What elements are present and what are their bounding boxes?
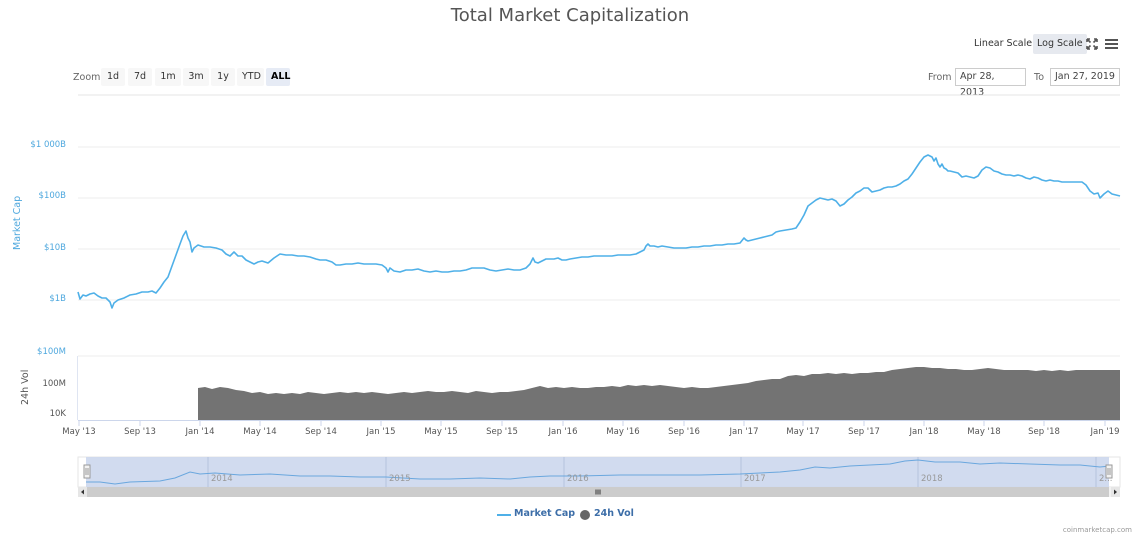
x-tick: May '13 bbox=[62, 427, 96, 437]
y-tick-1b: $1B bbox=[49, 294, 66, 304]
x-tick: Jan '14 bbox=[185, 427, 215, 437]
navigator-left-handle bbox=[83, 464, 91, 479]
linear-scale-button[interactable]: Linear Scale bbox=[974, 38, 1033, 49]
chart-title: Total Market Capitalization bbox=[450, 5, 690, 26]
legend-item-market-cap[interactable]: Market Cap bbox=[514, 508, 575, 519]
x-tick: Sep '16 bbox=[668, 427, 700, 437]
x-tick: May '14 bbox=[243, 427, 277, 437]
legend-label: 24h Vol bbox=[594, 508, 634, 519]
x-tick: Jan '17 bbox=[729, 427, 759, 437]
y-tick-100b: $100B bbox=[38, 191, 66, 201]
navigator-label: 2014 bbox=[211, 474, 233, 484]
x-tick: Jan '19 bbox=[1090, 427, 1120, 437]
from-label: From bbox=[928, 72, 952, 83]
x-tick: May '17 bbox=[786, 427, 820, 437]
x-tick: Sep '15 bbox=[486, 427, 518, 437]
zoom-1y-button[interactable]: 1y bbox=[211, 68, 235, 86]
navigator-label: 2015 bbox=[389, 474, 411, 484]
x-tick: Jan '15 bbox=[366, 427, 396, 437]
zoom-1d-button[interactable]: 1d bbox=[101, 68, 125, 86]
navigator-right-handle bbox=[1105, 464, 1113, 479]
volume-area bbox=[198, 367, 1120, 420]
zoom-all-button[interactable]: ALL bbox=[266, 68, 290, 86]
x-tick: May '15 bbox=[424, 427, 458, 437]
legend-label: Market Cap bbox=[514, 508, 576, 519]
zoom-label: Zoom bbox=[73, 72, 101, 83]
navigator-label: 2... bbox=[1099, 474, 1113, 484]
market-cap-line bbox=[77, 154, 1121, 309]
x-tick: Jan '16 bbox=[548, 427, 578, 437]
navigator-label: 2017 bbox=[744, 474, 766, 484]
navigator-label: 2016 bbox=[567, 474, 589, 484]
x-tick: Sep '17 bbox=[848, 427, 880, 437]
vol-tick-10k: 10K bbox=[49, 409, 66, 419]
legend-item-24h-vol[interactable]: 24h Vol bbox=[594, 508, 634, 519]
log-scale-button[interactable]: Log Scale bbox=[1033, 34, 1087, 54]
gridlines bbox=[78, 146, 1120, 357]
navigator-label: 2018 bbox=[921, 474, 943, 484]
vol-tick-100m: 100M bbox=[42, 379, 66, 389]
y-tick-10b: $10B bbox=[43, 243, 66, 253]
x-tick: May '18 bbox=[967, 427, 1001, 437]
fullscreen-icon[interactable] bbox=[1085, 37, 1099, 51]
vol-tick-100m-usd: $100M bbox=[37, 347, 66, 357]
zoom-ytd-button[interactable]: YTD bbox=[237, 68, 264, 86]
navigator bbox=[77, 456, 1121, 488]
x-tick: Sep '13 bbox=[124, 427, 156, 437]
menu-icon[interactable] bbox=[1104, 37, 1119, 51]
zoom-1m-button[interactable]: 1m bbox=[155, 68, 181, 86]
x-tick: Sep '14 bbox=[305, 427, 337, 437]
x-tick: Jan '18 bbox=[909, 427, 939, 437]
to-label: To bbox=[1034, 72, 1045, 83]
y-tick-1000b: $1 000B bbox=[30, 140, 66, 150]
zoom-7d-button[interactable]: 7d bbox=[128, 68, 152, 86]
from-date-input[interactable]: Apr 28, 2013 bbox=[955, 68, 1026, 98]
navigator-scrollbar bbox=[78, 487, 1120, 497]
x-tick: Sep '18 bbox=[1028, 427, 1060, 437]
credits-link[interactable]: coinmarketcap.com bbox=[1062, 526, 1132, 534]
zoom-3m-button[interactable]: 3m bbox=[183, 68, 209, 86]
legend-circle-symbol bbox=[580, 510, 590, 520]
to-date-input[interactable]: Jan 27, 2019 bbox=[1050, 68, 1120, 86]
x-tick: May '16 bbox=[606, 427, 640, 437]
